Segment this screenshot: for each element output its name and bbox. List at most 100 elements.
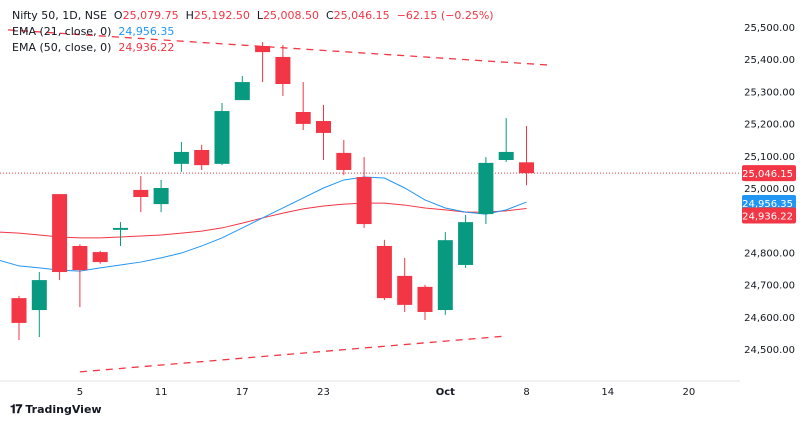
candle-body xyxy=(194,150,210,166)
price-tag-bg xyxy=(742,195,796,212)
candle xyxy=(275,45,291,96)
tradingview-logo[interactable]: 𝟏𝟕 TradingView xyxy=(10,402,102,417)
candle xyxy=(92,250,108,264)
candle xyxy=(31,272,47,338)
y-tick-label: 25,100.00 xyxy=(744,152,795,163)
candle xyxy=(52,194,68,281)
candle xyxy=(397,257,413,312)
candle xyxy=(437,232,453,315)
candle-body xyxy=(113,227,128,230)
y-tick-label: 24,600.00 xyxy=(744,313,795,324)
ema50-value: 24,936.22 xyxy=(118,41,175,54)
candle xyxy=(173,141,189,172)
candle xyxy=(234,75,250,101)
y-tick-label: 25,200.00 xyxy=(744,120,795,131)
open-value: 25,079.75 xyxy=(122,9,179,22)
y-tick-label: 25,500.00 xyxy=(744,23,795,34)
candle xyxy=(113,222,128,246)
low-value: 25,008.50 xyxy=(262,9,319,22)
price-tag-label: 25,046.15 xyxy=(742,169,793,180)
candle xyxy=(194,144,210,170)
x-tick-label: 14 xyxy=(601,387,614,398)
candle xyxy=(458,215,474,268)
candle-body xyxy=(458,222,474,265)
candle-body xyxy=(133,189,149,198)
candle xyxy=(214,102,230,166)
legend-ema50[interactable]: EMA (50, close, 0) 24,936.22 xyxy=(12,40,494,56)
candle-body xyxy=(316,121,331,133)
y-tick-label: 25,300.00 xyxy=(744,87,795,98)
ema21-value: 24,956.35 xyxy=(118,25,175,38)
candle-body xyxy=(478,162,494,215)
close-value: 25,046.15 xyxy=(333,9,390,22)
candle-body xyxy=(214,111,230,164)
x-tick-label: 11 xyxy=(155,387,168,398)
symbol-label[interactable]: Nifty 50, 1D, NSE xyxy=(12,9,107,22)
x-tick-label: 17 xyxy=(236,387,249,398)
candle-body xyxy=(336,152,352,170)
price-tag-bg xyxy=(742,207,796,224)
candle-body xyxy=(234,82,250,101)
close-label: C xyxy=(325,9,334,22)
candle xyxy=(336,140,352,176)
candle xyxy=(519,126,534,186)
high-label: H xyxy=(185,9,194,22)
candle xyxy=(133,176,149,213)
candle-body xyxy=(92,252,108,263)
x-tick-label: 20 xyxy=(683,387,696,398)
x-tick-label: 8 xyxy=(523,387,529,398)
change-value: −62.15 (−0.25%) xyxy=(396,9,494,22)
candle-body xyxy=(72,245,88,271)
candle-body xyxy=(255,45,271,53)
candle xyxy=(295,82,311,131)
x-tick-label: 23 xyxy=(317,387,330,398)
candle xyxy=(478,157,494,225)
y-tick-label: 24,500.00 xyxy=(744,345,795,356)
candle-body xyxy=(397,275,413,305)
ema50-label: EMA (50, close, 0) xyxy=(12,41,112,54)
y-tick-label: 25,400.00 xyxy=(744,55,795,66)
x-tick-label: 5 xyxy=(77,387,83,398)
candle xyxy=(417,284,433,321)
y-tick-label: 24,800.00 xyxy=(744,248,795,259)
candle xyxy=(316,104,331,160)
candle-body xyxy=(356,177,372,225)
price-tag-label: 24,956.35 xyxy=(742,199,793,210)
open-label: O xyxy=(113,9,123,22)
candle-body xyxy=(519,162,534,174)
logo-text: TradingView xyxy=(25,403,102,416)
candle-body xyxy=(52,194,68,273)
candle xyxy=(153,179,169,213)
candle xyxy=(498,118,514,162)
ema21-label: EMA (21, close, 0) xyxy=(12,25,112,38)
candle-body xyxy=(437,240,453,311)
candle-body xyxy=(295,112,311,124)
candle-body xyxy=(153,188,169,205)
price-tag-bg xyxy=(742,165,796,182)
candle xyxy=(72,244,88,308)
candle xyxy=(376,239,392,301)
legend-ema21[interactable]: EMA (21, close, 0) 24,956.35 xyxy=(12,24,494,40)
candle-body xyxy=(417,286,433,312)
candle-body xyxy=(31,280,47,311)
candle xyxy=(356,157,372,228)
trendline-lower xyxy=(79,335,506,373)
price-tag-label: 24,936.22 xyxy=(742,212,793,223)
low-label: L xyxy=(256,9,263,22)
candle-body xyxy=(376,245,392,299)
high-value: 25,192.50 xyxy=(193,9,250,22)
candle-body xyxy=(11,298,27,323)
legend: Nifty 50, 1D, NSE O25,079.75 H25,192.50 … xyxy=(12,8,494,56)
y-tick-label: 24,700.00 xyxy=(744,281,795,292)
y-tick-label: 25,000.00 xyxy=(744,184,795,195)
candle xyxy=(255,42,271,83)
x-tick-label: Oct xyxy=(436,387,455,398)
candle-body xyxy=(173,151,189,164)
tradingview-logo-icon: 𝟏𝟕 xyxy=(10,402,22,416)
legend-ohlc: Nifty 50, 1D, NSE O25,079.75 H25,192.50 … xyxy=(12,8,494,24)
candle-body xyxy=(498,151,514,160)
candle xyxy=(11,295,27,340)
candle-body xyxy=(275,56,291,84)
